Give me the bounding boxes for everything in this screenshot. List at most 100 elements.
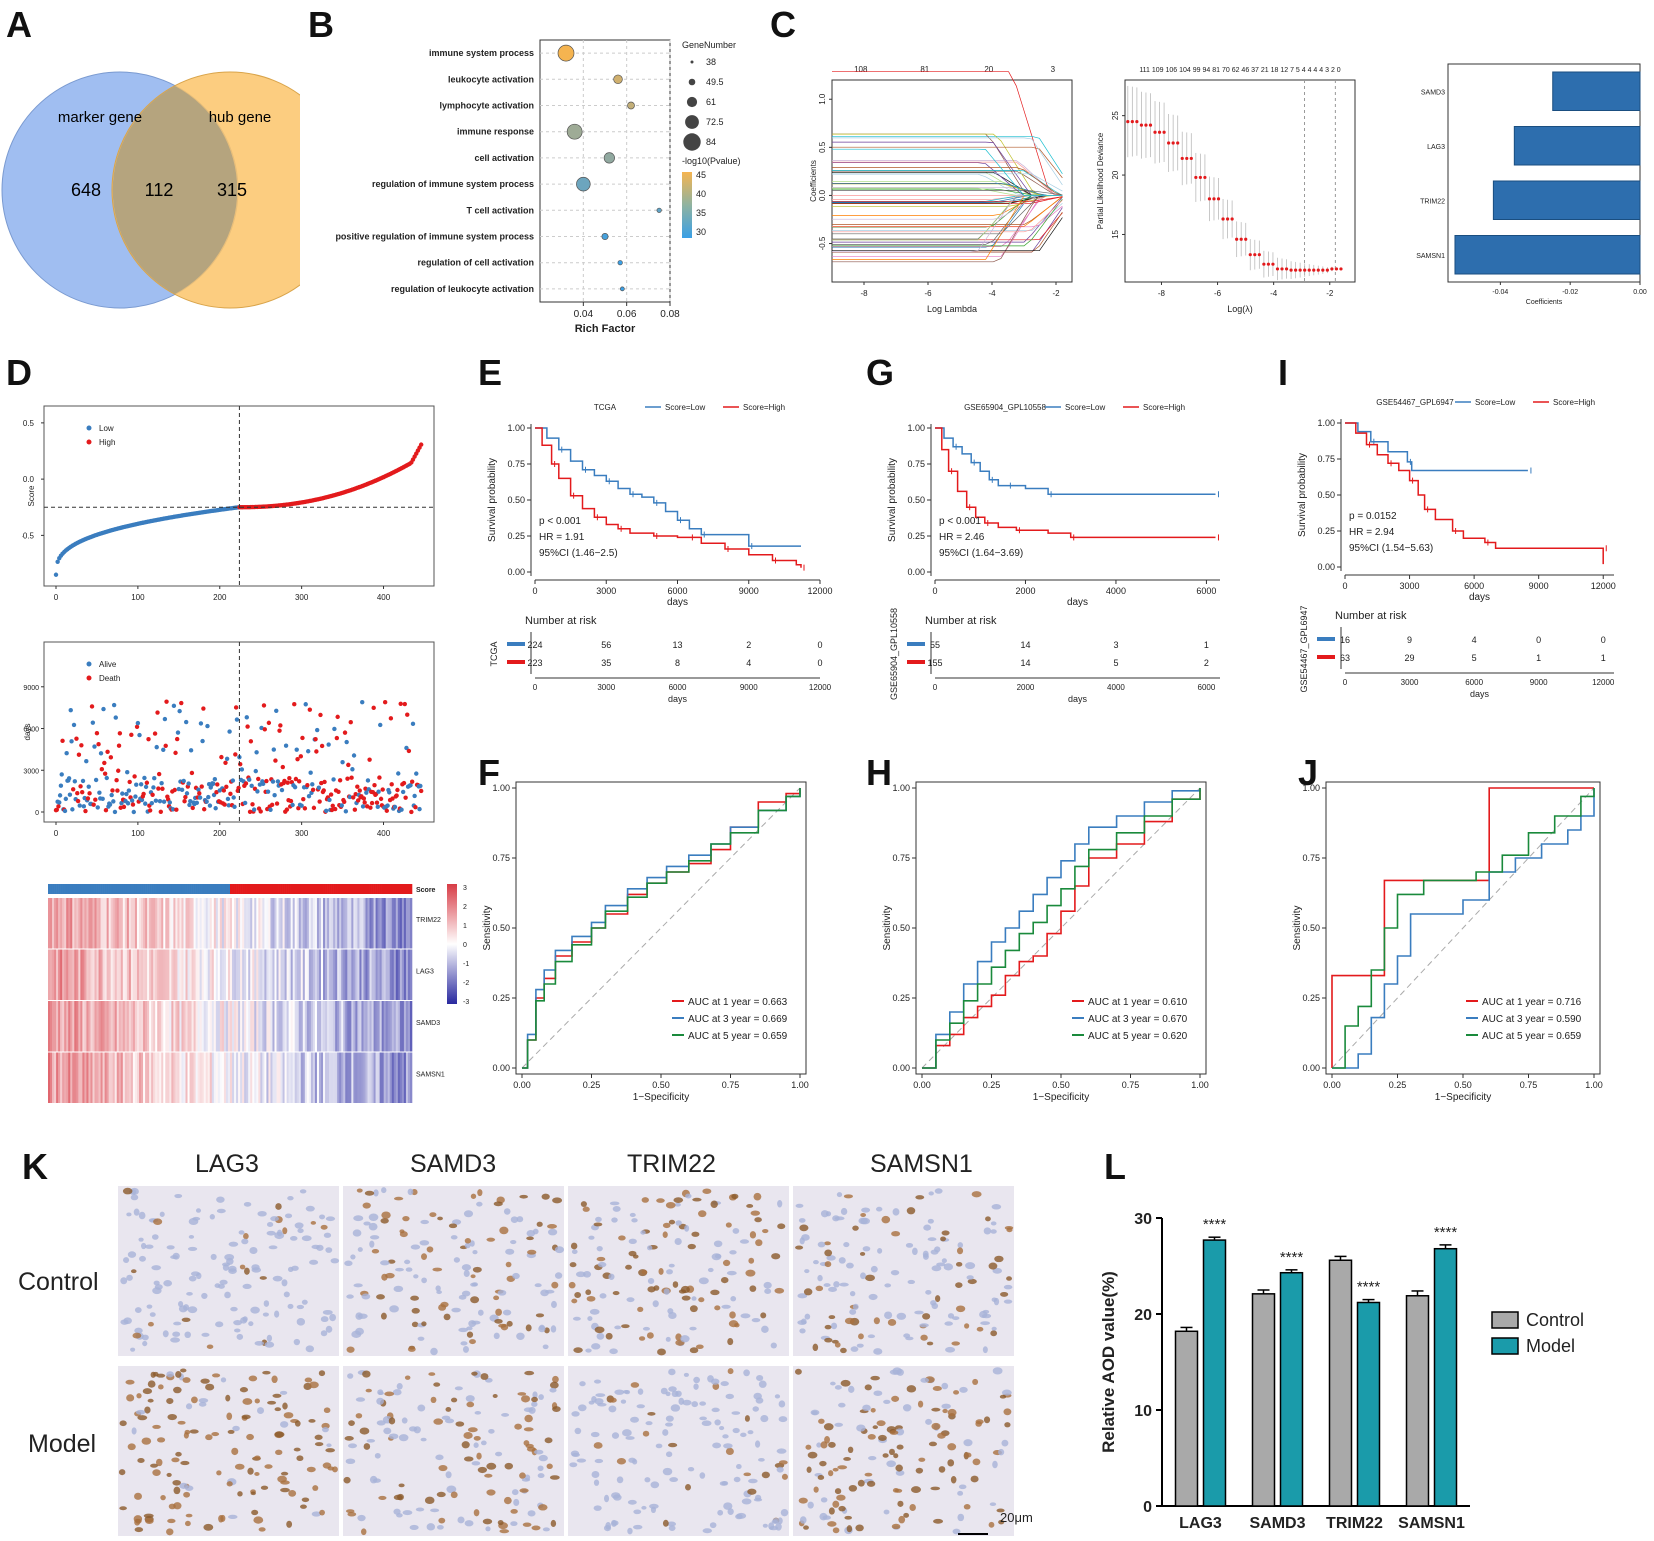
status-point [299, 803, 304, 808]
status-point [102, 760, 107, 766]
ihc-nucleus [552, 1406, 561, 1412]
ihc-nucleus [644, 1477, 651, 1483]
ihc-nucleus [172, 1479, 181, 1486]
heatmap-cell [357, 898, 360, 949]
heatmap-cell [128, 1052, 132, 1103]
ihc-nucleus [633, 1509, 642, 1515]
coef-path-line [832, 183, 1063, 196]
deviance-point [1303, 268, 1307, 272]
coef-path-line [832, 195, 1063, 220]
status-point [158, 809, 164, 814]
ihc-nucleus [873, 1317, 880, 1325]
y-tick-label: 0.50 [507, 495, 525, 505]
ihc-nucleus [405, 1267, 413, 1272]
status-point [245, 724, 250, 729]
ihc-nucleus [320, 1316, 329, 1323]
deviance-point [1294, 268, 1298, 272]
score-annotation-cell [298, 884, 302, 894]
status-point [153, 798, 159, 803]
status-point [308, 770, 313, 775]
heatmap-cell [66, 1052, 69, 1103]
ihc-nucleus [675, 1220, 682, 1226]
x-tick-label: 0 [532, 586, 537, 596]
ihc-nucleus [699, 1416, 707, 1421]
y-tick-label: 20 [1111, 170, 1120, 179]
risk-high-count: 63 [1340, 653, 1350, 663]
score-annotation-cell [217, 884, 221, 894]
status-point [290, 802, 295, 808]
heatmap-cell [52, 1001, 55, 1052]
ihc-nucleus [548, 1228, 558, 1236]
heatmap-cell [294, 1001, 298, 1052]
heatmap-cell [387, 1052, 391, 1103]
ihc-nucleus [887, 1319, 897, 1326]
heatmap-cell [96, 949, 99, 1000]
ihc-nucleus [436, 1290, 442, 1295]
heatmap-cell [177, 1052, 180, 1103]
ihc-nucleus [776, 1466, 784, 1473]
ihc-nucleus [411, 1321, 419, 1328]
heatmap-cell [147, 1001, 150, 1052]
heatmap-cell [50, 949, 53, 1000]
ihc-nucleus [137, 1457, 145, 1463]
score-annotation-cell [211, 884, 215, 894]
ihc-nucleus [833, 1281, 840, 1288]
x-tick-label: 0.50 [1052, 1080, 1070, 1090]
ihc-nucleus [280, 1487, 290, 1493]
ihc-nucleus [546, 1463, 553, 1470]
ihc-nucleus [669, 1477, 679, 1483]
heatmap-cell [100, 1001, 103, 1052]
ihc-nucleus [279, 1390, 288, 1395]
go-term-label: lymphocyte activation [439, 101, 534, 111]
heatmap-cell [205, 949, 209, 1000]
x-tick-label: 9000 [1529, 581, 1549, 591]
go-bubble [601, 233, 609, 240]
ihc-nucleus [778, 1416, 788, 1423]
heatmap-cell [189, 898, 192, 949]
diagonal-line [1331, 787, 1595, 1069]
ihc-nucleus [674, 1202, 681, 1207]
venn-right-label: hub gene [209, 109, 272, 126]
ihc-nucleus [226, 1481, 233, 1487]
heatmap-cell [114, 1001, 118, 1052]
status-point [77, 803, 82, 808]
status-point [254, 750, 259, 755]
heatmap-cell [375, 898, 378, 949]
status-point [147, 808, 153, 813]
heatmap-cell [333, 1001, 336, 1052]
ihc-nucleus [534, 1283, 542, 1288]
ihc-nucleus [926, 1341, 934, 1346]
score-annotation-cell [363, 884, 366, 894]
x-tick-label: 2000 [1015, 586, 1035, 596]
heatmap-cell [288, 1052, 291, 1103]
heatmap-cell [163, 1001, 166, 1052]
status-point [81, 804, 87, 809]
status-point [344, 739, 349, 745]
heatmap-cell [234, 898, 237, 949]
risk-high-count: 14 [1020, 658, 1030, 668]
ihc-nucleus [891, 1395, 900, 1402]
x-axis-title: 1−Specificity [1435, 1092, 1491, 1103]
ihc-nucleus [463, 1431, 473, 1439]
ihc-nucleus [748, 1478, 758, 1484]
heatmap-cell [278, 1001, 281, 1052]
status-point [179, 787, 185, 793]
status-point [226, 803, 231, 808]
ihc-nucleus [684, 1225, 690, 1232]
deviance-point [1126, 119, 1130, 124]
heatmap-cell [403, 949, 407, 1000]
ihc-nucleus [982, 1346, 988, 1354]
heatmap-cell [205, 898, 209, 949]
hr-label: HR = 2.94 [1349, 527, 1395, 538]
ihc-nucleus [241, 1238, 249, 1245]
heatmap-cell [371, 898, 374, 949]
ihc-nucleus [685, 1193, 692, 1199]
status-point [339, 803, 344, 808]
y-tick-label: 0.50 [907, 495, 925, 505]
heatmap-cell [62, 898, 65, 949]
ihc-nucleus [585, 1289, 592, 1296]
panel-label-h: H [866, 752, 892, 793]
km-low-curve [935, 427, 1216, 495]
score-annotation-cell [139, 884, 142, 894]
coef-path-line [832, 205, 1063, 228]
